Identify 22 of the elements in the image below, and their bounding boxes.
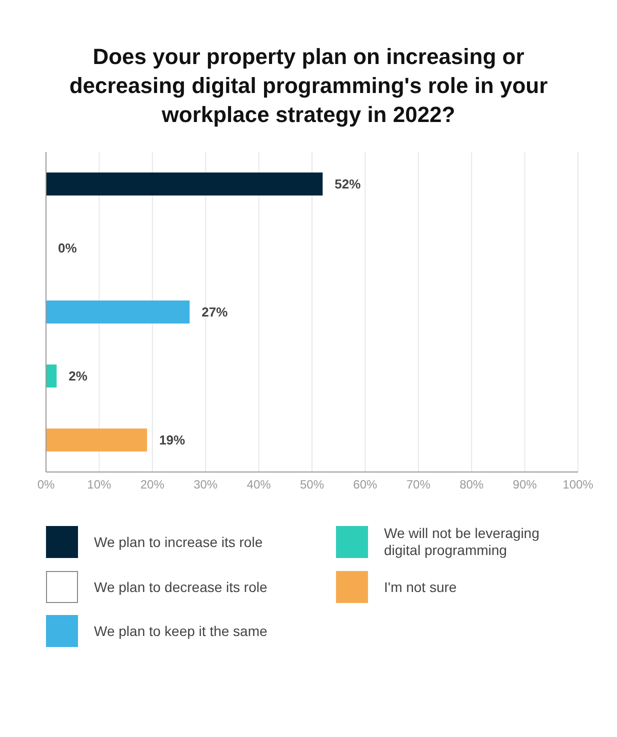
- x-tick-label: 30%: [194, 478, 218, 492]
- x-tick-label: 0%: [37, 478, 55, 492]
- legend-label: I'm not sure: [384, 578, 457, 596]
- data-label: 0%: [58, 240, 78, 256]
- data-label: 2%: [68, 368, 88, 384]
- chart-title: Does your property plan on increasing or decreasing digital programming's role in your workplace strategy in 2022?: [68, 43, 549, 129]
- x-tick-label: 20%: [140, 478, 165, 492]
- data-label: 27%: [202, 304, 228, 320]
- data-label: 19%: [159, 432, 186, 448]
- x-tick-label: 50%: [300, 478, 324, 492]
- x-tick-label: 100%: [562, 478, 594, 492]
- x-tick-label: 80%: [460, 478, 484, 492]
- x-tick-label: 90%: [512, 478, 538, 492]
- x-tick-label: 10%: [87, 478, 112, 492]
- x-tick-label: 40%: [246, 478, 272, 492]
- x-tick-label: 60%: [353, 478, 378, 492]
- legend-label: We plan to keep it the same: [94, 622, 268, 640]
- legend-label: We will not be leveraging digital programming: [384, 525, 540, 559]
- legend-label: We plan to increase its role: [94, 534, 263, 550]
- x-tick-label: 70%: [406, 478, 431, 492]
- legend-label: We plan to decrease its role: [94, 578, 268, 596]
- data-label: 52%: [334, 176, 362, 192]
